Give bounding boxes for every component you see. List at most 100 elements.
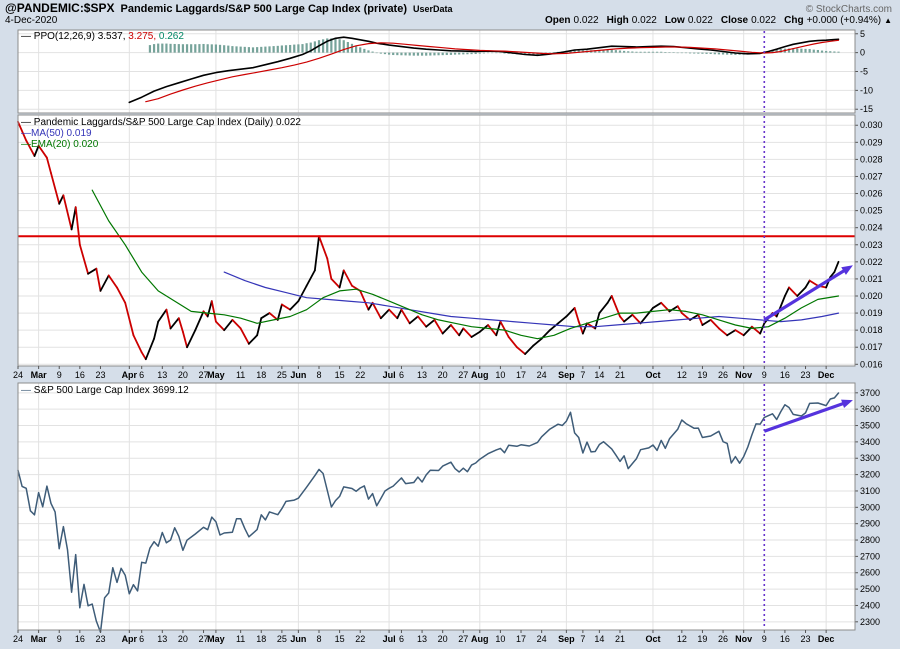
y-axis-label: 0.020 xyxy=(860,291,883,301)
y-axis-label: 3700 xyxy=(860,388,880,398)
y-axis-label: 0.016 xyxy=(860,359,883,369)
x-axis-label: 27 xyxy=(458,370,468,380)
x-axis-label: 13 xyxy=(417,634,427,644)
y-axis-label: 2400 xyxy=(860,600,880,610)
y-axis-label: 0.023 xyxy=(860,240,883,250)
x-axis-label: 9 xyxy=(57,370,62,380)
x-axis-label: Dec xyxy=(818,370,835,380)
x-axis-label: Oct xyxy=(645,370,660,380)
x-axis-label: Jun xyxy=(290,634,306,644)
x-axis-label: 17 xyxy=(516,370,526,380)
x-axis-label: 21 xyxy=(615,634,625,644)
x-axis-label: 20 xyxy=(178,370,188,380)
panel-ratio: 0.030 0.029 0.028 0.027 0.026 0.025 0.024 0.023… xyxy=(17,114,883,369)
x-axis-label: 23 xyxy=(801,634,811,644)
close-label: Close xyxy=(720,15,749,26)
ratio-legend: — Pandemic Laggards/S&P 500 Large Cap In… xyxy=(21,117,301,150)
x-axis-label: 11 xyxy=(236,634,245,644)
x-axis-label: 26 xyxy=(718,370,728,380)
ppo-legend: — PPO(12,26,9) 3.537, 3.275, 0.262 xyxy=(21,31,184,42)
spx-legend: — S&P 500 Large Cap Index 3699.12 xyxy=(21,385,189,396)
x-axis-label: Jul xyxy=(383,634,396,644)
x-axis-label: 16 xyxy=(780,370,790,380)
x-axis-label: 23 xyxy=(95,370,105,380)
y-axis-label: 2600 xyxy=(860,568,880,578)
chart-header: @PANDEMIC:$SPX Pandemic Laggards/S&P 500… xyxy=(5,1,892,26)
legend-row: — PPO(12,26,9) 3.537, 3.275, 0.262 xyxy=(21,31,184,42)
chart-title: Pandemic Laggards/S&P 500 Large Cap Inde… xyxy=(120,3,408,15)
x-axis-label: 8 xyxy=(316,370,321,380)
chg-value: +0.000 (+0.94%) xyxy=(806,15,882,26)
x-axis-label: 16 xyxy=(75,634,85,644)
y-axis-label: 2300 xyxy=(860,617,880,627)
x-axis-label: 15 xyxy=(335,370,345,380)
x-axis-label: Aug xyxy=(471,634,489,644)
x-axis-label: 14 xyxy=(594,634,604,644)
x-axis-label: Nov xyxy=(735,370,752,380)
y-axis-label: 3600 xyxy=(860,404,880,414)
y-axis-label: 0.024 xyxy=(860,223,883,233)
y-axis-label: 3000 xyxy=(860,502,880,512)
open-value: 0.022 xyxy=(573,15,599,26)
x-axis-label: 9 xyxy=(762,370,767,380)
user-data-tag: UserData xyxy=(413,4,453,14)
copyright: © StockCharts.com xyxy=(805,4,892,15)
trend-arrow-annotation xyxy=(763,267,849,322)
x-axis-label: 15 xyxy=(335,634,345,644)
x-axis-label: Apr xyxy=(122,370,138,380)
y-axis-label: 3200 xyxy=(860,470,880,480)
quote-line: Open 0.022 High 0.022 Low 0.022 Close 0.022 Chg +… xyxy=(537,15,892,26)
header-line-2: 4-Dec-2020 Open 0.022 High 0.022 Low 0.022 Clo… xyxy=(5,15,892,26)
legend-row: —MA(50) 0.019 xyxy=(21,128,92,139)
x-axis-label: Oct xyxy=(645,634,660,644)
y-axis-label: -15 xyxy=(860,104,873,114)
x-axis-label: 16 xyxy=(780,634,790,644)
y-axis-label: 2700 xyxy=(860,551,880,561)
y-axis-label: 2900 xyxy=(860,519,880,529)
y-axis-label: 0.026 xyxy=(860,189,883,199)
x-axis-label: 11 xyxy=(236,370,245,380)
chg-label: Chg xyxy=(784,15,804,26)
x-axis-label: 24 xyxy=(13,634,23,644)
x-axis-label: 25 xyxy=(277,370,287,380)
y-axis-label: 5 xyxy=(860,29,865,39)
x-axis-label: 14 xyxy=(594,370,604,380)
x-axis-label: 7 xyxy=(580,370,585,380)
y-axis-label: 0.018 xyxy=(860,325,883,335)
y-axis-label: -5 xyxy=(860,67,868,77)
y-axis-label: 0.025 xyxy=(860,206,883,216)
y-axis-label: 3400 xyxy=(860,437,880,447)
y-axis-label: 0.029 xyxy=(860,137,883,147)
x-axis-label: 27 xyxy=(199,370,209,380)
x-axis-label: Jul xyxy=(383,370,396,380)
y-axis-label: 0.021 xyxy=(860,274,883,284)
y-axis-label: 0 xyxy=(860,48,865,58)
legend-row: — S&P 500 Large Cap Index 3699.12 xyxy=(21,385,189,396)
x-axis-label: 25 xyxy=(277,634,287,644)
y-axis-label: 0.022 xyxy=(860,257,883,267)
x-axis-label: 6 xyxy=(139,634,144,644)
x-axis-label: Dec xyxy=(818,634,835,644)
x-axis-label: 9 xyxy=(762,634,767,644)
x-axis-label: 16 xyxy=(75,370,85,380)
high-label: High xyxy=(606,15,629,26)
x-axis-label: Mar xyxy=(31,370,48,380)
x-axis-label: May xyxy=(207,370,225,380)
x-axis-label: 20 xyxy=(438,634,448,644)
x-axis-label: 18 xyxy=(256,370,266,380)
x-axis-label: May xyxy=(207,634,225,644)
x-axis-label: 23 xyxy=(95,634,105,644)
low-label: Low xyxy=(664,15,685,26)
arrowhead xyxy=(841,265,853,275)
trend-arrow-annotation xyxy=(763,400,848,433)
high-value: 0.022 xyxy=(631,15,657,26)
x-axis-label: Mar xyxy=(31,634,48,644)
x-axis-label: Sep xyxy=(558,370,575,380)
panel-spx: 3700 3600 3500 3400 3300 3200 3100 3000 2900 2800… xyxy=(17,382,880,633)
x-axis-label: 8 xyxy=(316,634,321,644)
x-axis-label: 26 xyxy=(718,634,728,644)
x-axis-label: 13 xyxy=(157,370,167,380)
y-axis-label: 2800 xyxy=(860,535,880,545)
open-label: Open xyxy=(544,15,571,26)
